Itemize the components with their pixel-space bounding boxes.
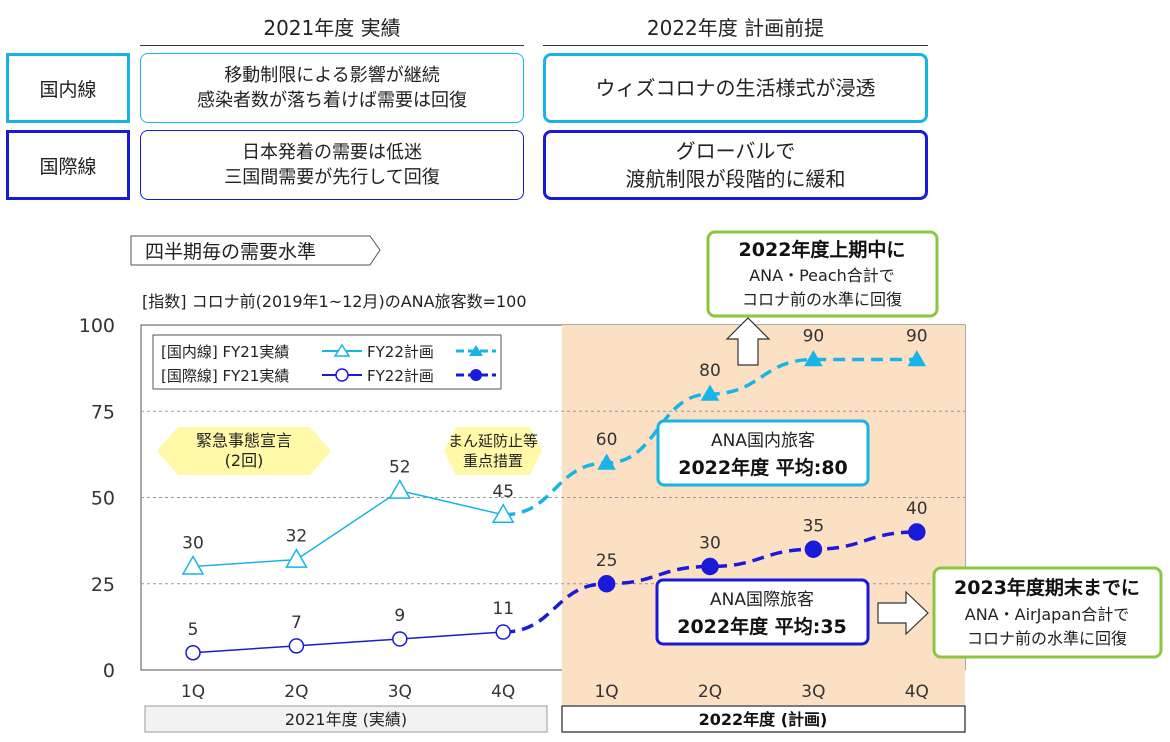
x-tick-label: 4Q: [905, 682, 929, 702]
section-tag-shape: [130, 235, 381, 266]
data-point-marker: [908, 523, 926, 541]
int-target-callout: [932, 566, 1163, 659]
row-label-international: 国際線: [6, 130, 130, 200]
domestic-fy22-text: ウィズコロナの生活様式が浸透: [543, 53, 928, 123]
data-label: 40: [906, 499, 928, 519]
data-label: 80: [699, 361, 721, 381]
x-tick-label: 2Q: [698, 682, 722, 702]
data-label: 9: [394, 606, 405, 626]
fy21-period-box: [144, 705, 548, 733]
international-fy22-text: グローバルで 渡航制限が段階的に緩和: [543, 130, 928, 200]
data-point-marker: [597, 453, 616, 470]
international-fy21-text: 日本発着の需要は低迷 三国間需要が先行して回復: [140, 130, 524, 200]
data-label: 25: [596, 551, 618, 571]
y-tick-label: 25: [91, 574, 115, 596]
data-point-marker: [597, 575, 616, 593]
legend-int-fy22-marker: [470, 369, 482, 381]
int-target-title: 2023年度期末までに: [954, 576, 1140, 599]
data-point-marker: [804, 540, 823, 558]
data-point-marker: [181, 554, 205, 575]
data-label: 32: [286, 527, 308, 547]
data-point-marker: [285, 548, 308, 568]
priority-arrow: [444, 427, 542, 475]
int-avg-value: 2022年度 平均:35: [677, 615, 847, 638]
legend-dom-fy21-marker: [333, 343, 351, 357]
dom-target-callout: [706, 230, 939, 318]
demand-chart: 四半期毎の需要水準 [指数] コロナ前(2019年1~12月)のANA旅客数=1…: [79, 230, 1163, 733]
dom-target-body: ANA・Peach合計でコロナ前の水準に回復: [742, 266, 902, 309]
data-point-marker: [907, 349, 927, 367]
series-line-actual: [192, 631, 504, 654]
legend-dom-fy21: [国内線] FY21実績: [161, 343, 289, 361]
data-point-marker: [185, 645, 201, 661]
data-point-marker: [392, 631, 408, 647]
series-line-actual: [192, 489, 504, 568]
data-label: 45: [492, 482, 514, 502]
int-target-body: ANA・AirJapan合計でコロナ前の水準に回復: [965, 605, 1129, 648]
x-tick-label: 3Q: [388, 682, 412, 702]
fy22-period-label: 2022年度 (計画): [699, 710, 828, 729]
dom-avg-value: 2022年度 平均:80: [678, 456, 848, 479]
x-tick-label: 1Q: [594, 682, 618, 702]
series-line-plan: [503, 357, 917, 517]
data-label: 5: [188, 620, 199, 640]
y-tick-label: 75: [91, 401, 115, 423]
emergency-arrow: [157, 427, 331, 475]
int-avg-callout: [655, 578, 870, 646]
row-label-domestic: 国内線: [6, 53, 130, 123]
legend-dom-fy22: FY22計画: [367, 343, 434, 361]
data-point-marker: [288, 638, 305, 654]
data-point-marker: [388, 479, 412, 499]
fy22-period-box: [561, 705, 966, 733]
data-point-marker: [701, 557, 719, 576]
legend-int-fy21: [国際線] FY21実績: [161, 367, 289, 385]
data-label: 30: [699, 534, 721, 554]
x-tick-label: 3Q: [801, 682, 825, 702]
dom-target-title: 2022年度上期中に: [739, 238, 906, 261]
right-arrow: [877, 590, 929, 636]
y-tick-label: 100: [79, 315, 115, 337]
data-label: 11: [492, 599, 514, 619]
section-tag: 四半期毎の需要水準: [145, 241, 316, 263]
x-tick-label: 4Q: [491, 682, 515, 702]
data-point-marker: [804, 349, 823, 367]
data-point-marker: [700, 384, 720, 401]
legend-box: [152, 334, 502, 390]
data-label: 30: [182, 534, 204, 554]
data-point-marker: [495, 624, 511, 640]
y-tick-label: 0: [103, 660, 115, 682]
index-note: [指数] コロナ前(2019年1~12月)のANA旅客数=100: [142, 292, 527, 311]
legend-int-fy21-marker: [335, 368, 349, 382]
fy21-period-label: 2021年度 (実績): [285, 710, 407, 729]
data-label: 52: [389, 458, 411, 478]
priority-label: まん延防止等重点措置: [448, 432, 538, 470]
x-tick-label: 2Q: [284, 682, 308, 702]
series-line-plan: [503, 530, 917, 634]
int-avg-title: ANA国際旅客: [710, 590, 814, 610]
data-label: 90: [803, 327, 825, 347]
domestic-fy21-text: 移動制限による影響が継続 感染者数が落ち着けば需要は回復: [140, 53, 524, 123]
x-tick-label: 1Q: [181, 682, 205, 702]
y-tick-label: 50: [91, 488, 115, 510]
data-label: 7: [291, 613, 302, 633]
legend-int-fy22: FY22計画: [367, 367, 434, 385]
dom-avg-title: ANA国内旅客: [711, 431, 815, 451]
dom-avg-callout: [656, 419, 870, 487]
data-point-marker: [491, 503, 515, 523]
plan-period-background: [562, 325, 965, 705]
up-arrow: [725, 317, 771, 366]
legend-dom-fy22-marker: [469, 345, 483, 356]
data-label: 35: [803, 516, 825, 536]
fy22-header: 2022年度 計画前提: [543, 12, 928, 46]
fy21-header: 2021年度 実績: [140, 12, 524, 46]
emergency-label: 緊急事態宣言(2回): [196, 431, 292, 470]
data-label: 90: [906, 327, 928, 347]
data-label: 60: [596, 430, 618, 450]
